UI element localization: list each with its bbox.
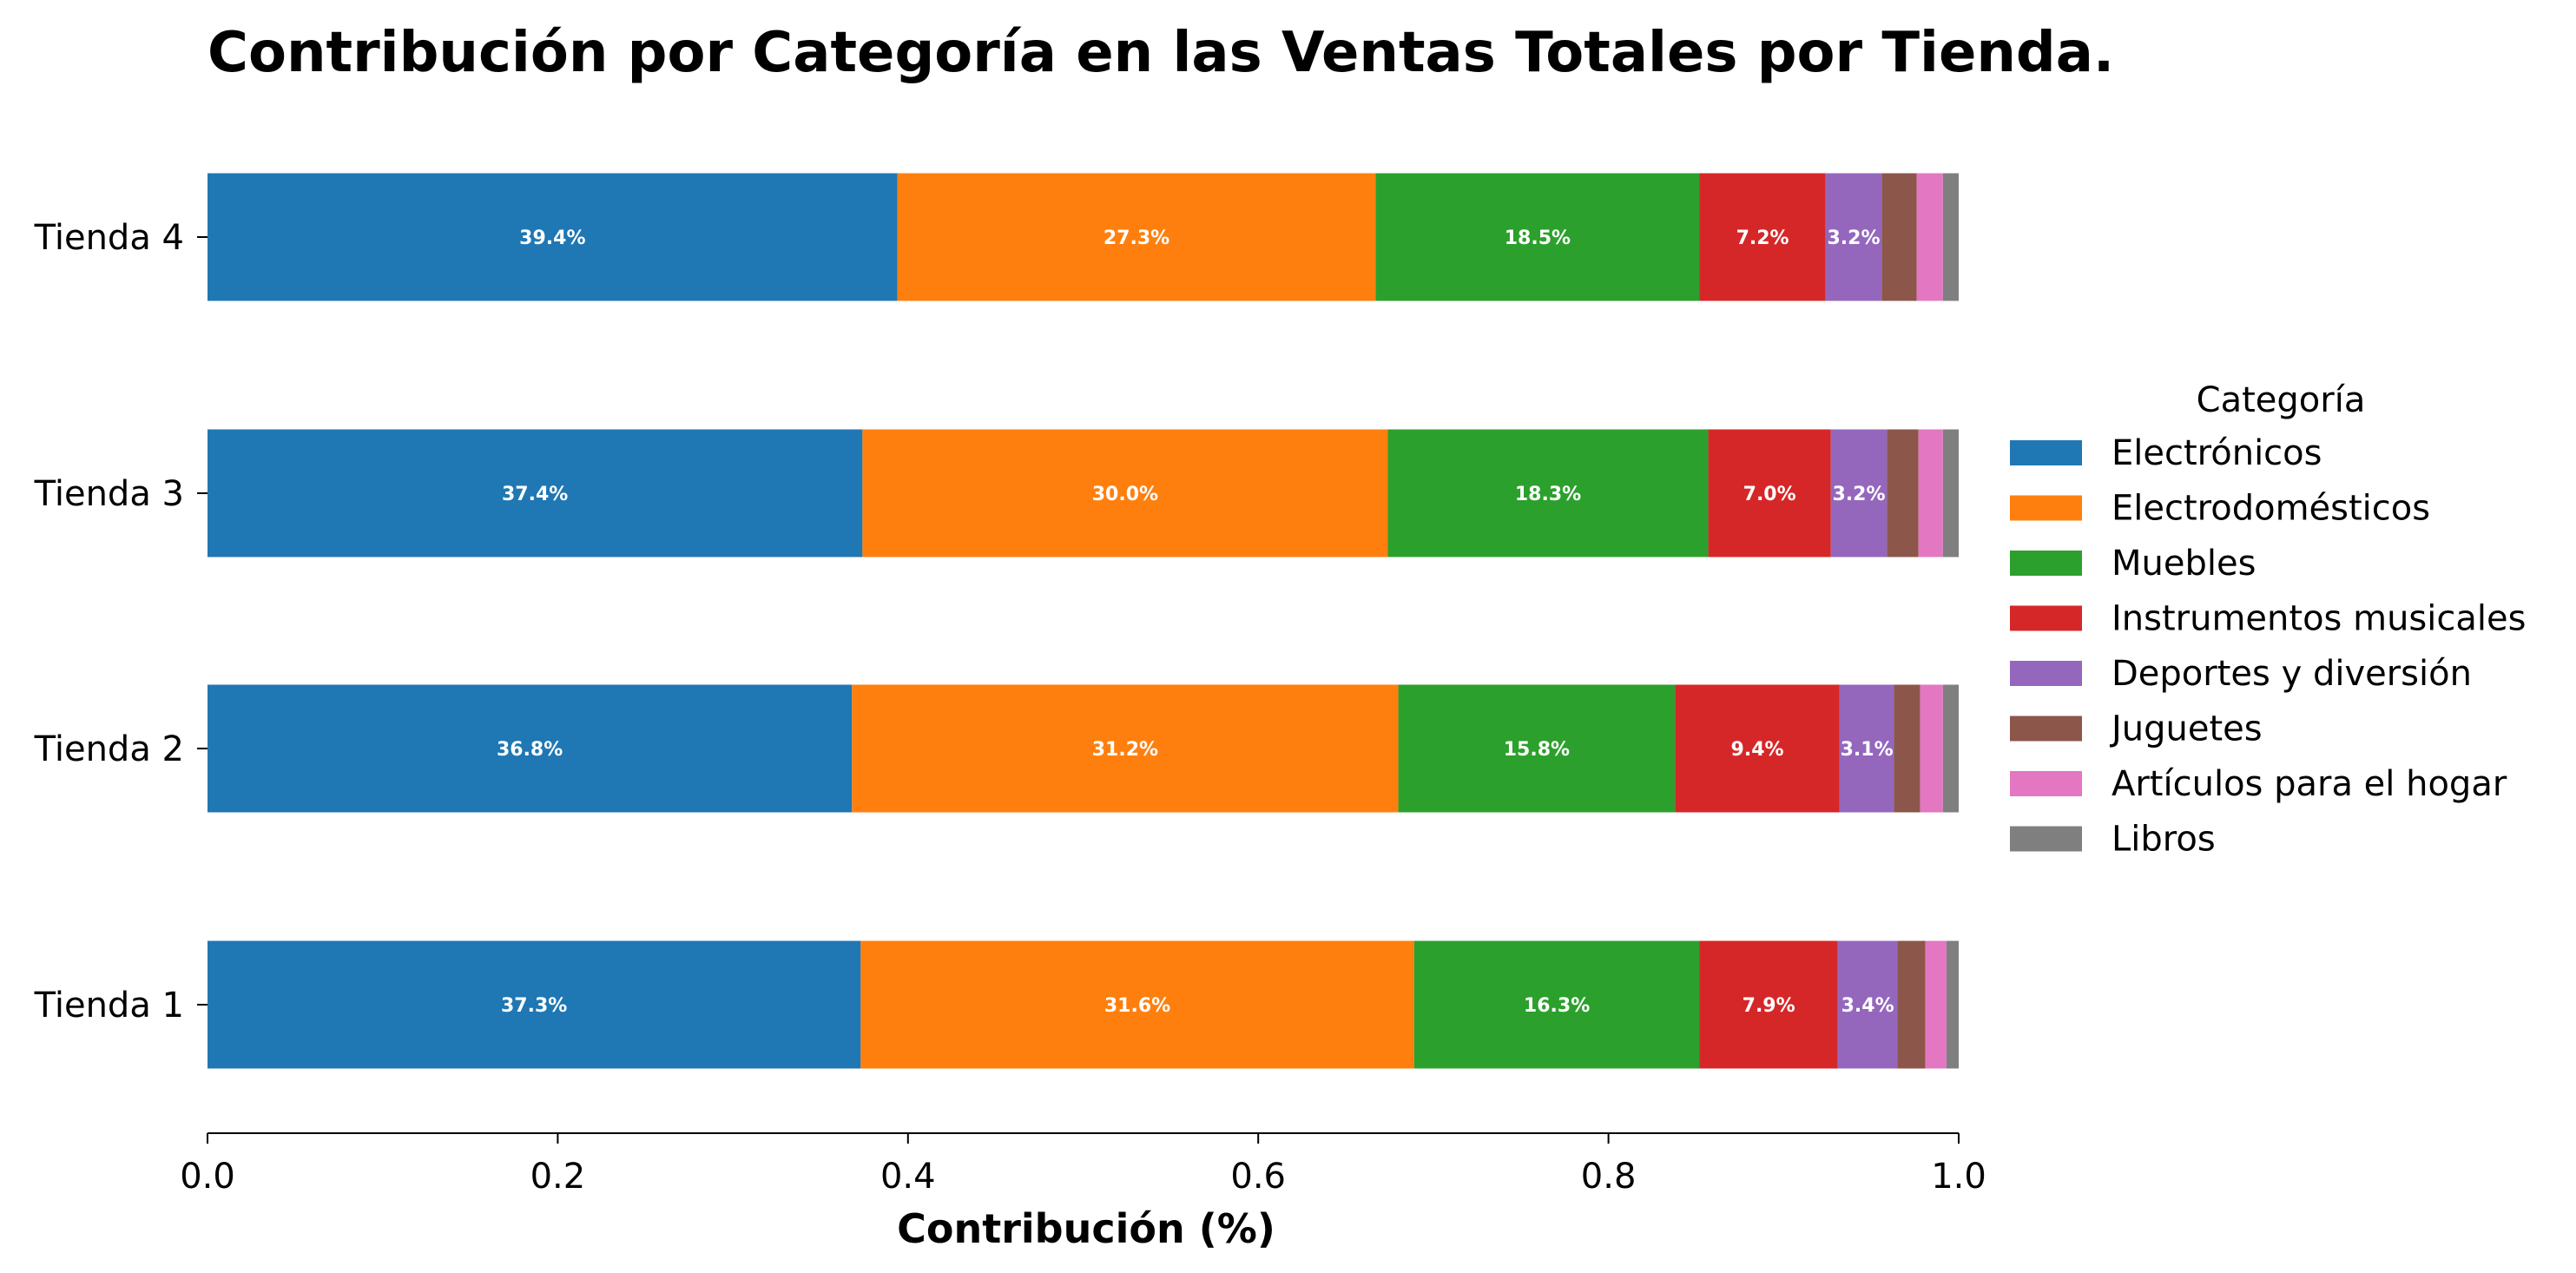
data-label: 3.2% bbox=[1827, 228, 1880, 249]
bar-segment bbox=[1675, 684, 1840, 813]
legend-swatch bbox=[2010, 551, 2082, 576]
bar-segment bbox=[1830, 429, 1888, 557]
bar-segment bbox=[1946, 940, 1959, 1069]
data-label: 3.4% bbox=[1841, 995, 1894, 1017]
data-label: 37.3% bbox=[501, 995, 567, 1017]
data-label: 7.2% bbox=[1736, 228, 1789, 249]
x-tick-label: 0.8 bbox=[1581, 1157, 1637, 1197]
data-label: 30.0% bbox=[1092, 484, 1158, 505]
data-label: 3.2% bbox=[1833, 484, 1886, 505]
bar-segment bbox=[1887, 429, 1919, 557]
legend-swatch bbox=[2010, 661, 2082, 686]
bars-group bbox=[208, 173, 1959, 1069]
data-label: 36.8% bbox=[497, 739, 563, 761]
data-label: 31.2% bbox=[1092, 739, 1158, 761]
data-label: 18.3% bbox=[1515, 484, 1581, 505]
x-tick-label: 0.2 bbox=[530, 1157, 586, 1197]
legend-title: Categoría bbox=[2197, 380, 2366, 420]
bar-segment bbox=[1881, 173, 1917, 301]
legend: Categoría Electrónicos Electrodomésticos M… bbox=[2010, 380, 2526, 860]
bar-segment bbox=[208, 940, 861, 1069]
bar-segment bbox=[1398, 684, 1676, 813]
legend-label: Electrodomésticos bbox=[2112, 489, 2430, 529]
data-label: 3.1% bbox=[1841, 739, 1894, 761]
bar-segment bbox=[897, 173, 1376, 301]
bar-segment bbox=[1837, 940, 1898, 1069]
x-axis-label: Contribución (%) bbox=[897, 1205, 1275, 1252]
legend-swatch bbox=[2010, 771, 2082, 796]
data-label: 37.4% bbox=[502, 484, 568, 505]
legend-label: Libros bbox=[2112, 820, 2216, 860]
bar-segment bbox=[1699, 940, 1838, 1069]
bar-segment bbox=[208, 684, 853, 813]
x-tick-label: 0.0 bbox=[180, 1157, 235, 1197]
bar-segment bbox=[1894, 684, 1920, 813]
bar-segment bbox=[1925, 940, 1947, 1069]
x-tick-label: 1.0 bbox=[1931, 1157, 1986, 1197]
bar-segment bbox=[1413, 940, 1700, 1069]
bar-segment bbox=[1918, 429, 1943, 557]
bar-segment bbox=[1387, 429, 1709, 557]
bar-segment bbox=[1942, 173, 1959, 301]
data-label: 7.9% bbox=[1743, 995, 1795, 1017]
data-label: 18.5% bbox=[1505, 228, 1571, 249]
y-tick-label: Tienda 3 bbox=[34, 474, 184, 514]
y-tick-label: Tienda 1 bbox=[34, 986, 184, 1026]
data-labels-group: 39.4% 27.3% 18.5% 7.2% 3.2% 37.4% 30.0% 18.3% 7.… bbox=[497, 228, 1894, 1017]
legend-label: Electrónicos bbox=[2112, 433, 2322, 473]
legend-label: Juguetes bbox=[2109, 709, 2263, 749]
y-tick-label: Tienda 4 bbox=[34, 218, 184, 258]
data-label: 15.8% bbox=[1504, 739, 1570, 761]
y-axis: Tienda 4 Tienda 3 Tienda 2 Tienda 1 bbox=[34, 218, 208, 1026]
legend-label: Deportes y diversión bbox=[2112, 654, 2472, 694]
data-label: 39.4% bbox=[519, 228, 585, 249]
legend-label: Instrumentos musicales bbox=[2112, 599, 2526, 639]
bar-segment bbox=[1897, 940, 1926, 1069]
data-label: 9.4% bbox=[1731, 739, 1784, 761]
data-label: 31.6% bbox=[1104, 995, 1170, 1017]
bar-segment bbox=[1825, 173, 1882, 301]
bar-segment bbox=[1942, 429, 1959, 557]
legend-swatch bbox=[2010, 605, 2082, 631]
bar-segment bbox=[862, 429, 1388, 557]
chart-title: Contribución por Categoría en las Ventas… bbox=[208, 21, 2114, 85]
legend-label: Muebles bbox=[2112, 544, 2256, 584]
bar-segment bbox=[1375, 173, 1700, 301]
legend-swatch bbox=[2010, 826, 2082, 852]
bar-segment bbox=[1708, 429, 1831, 557]
data-label: 16.3% bbox=[1524, 995, 1590, 1017]
bar-segment bbox=[852, 684, 1399, 813]
bar-segment bbox=[1920, 684, 1943, 813]
bar-segment bbox=[208, 429, 863, 557]
bar-segment bbox=[1942, 684, 1959, 813]
x-tick-label: 0.6 bbox=[1230, 1157, 1286, 1197]
bar-segment bbox=[860, 940, 1414, 1069]
y-tick-label: Tienda 2 bbox=[34, 729, 184, 769]
legend-label: Artículos para el hogar bbox=[2112, 764, 2507, 804]
bar-segment bbox=[1916, 173, 1943, 301]
x-axis: 0.0 0.2 0.4 0.6 0.8 1.0 bbox=[180, 1132, 1986, 1197]
x-tick-label: 0.4 bbox=[880, 1157, 936, 1197]
bar-segment bbox=[1839, 684, 1894, 813]
legend-swatch bbox=[2010, 495, 2082, 521]
legend-swatch bbox=[2010, 440, 2082, 465]
data-label: 7.0% bbox=[1743, 484, 1796, 505]
legend-swatch bbox=[2010, 716, 2082, 742]
bar-segment bbox=[208, 173, 898, 301]
data-label: 27.3% bbox=[1104, 228, 1169, 249]
bar-segment bbox=[1699, 173, 1826, 301]
